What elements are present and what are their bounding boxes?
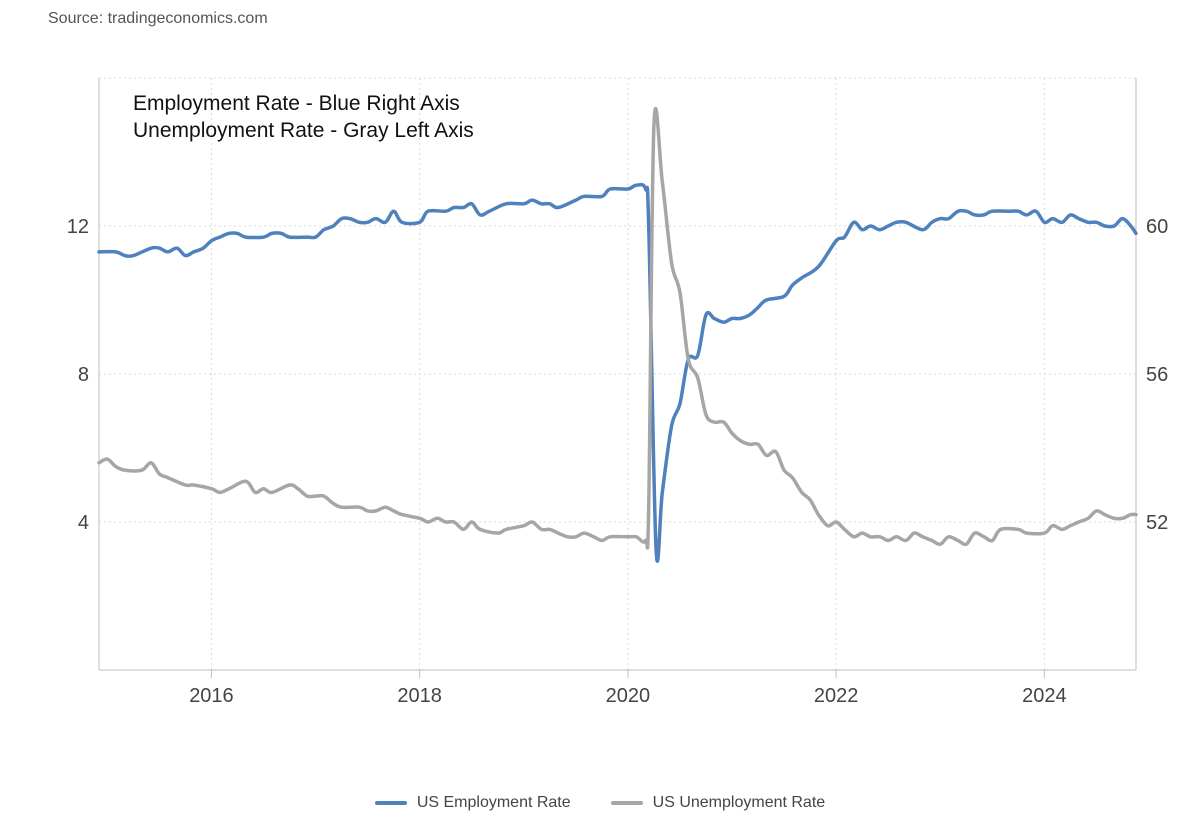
tick-labels: 4 8 12 52 56 60 2016 2018 2020 2022 2024	[67, 216, 1169, 707]
legend-item-employment[interactable]: US Employment Rate	[374, 794, 571, 812]
x-tick-label: 2020	[606, 685, 651, 707]
series-lines	[97, 106, 1138, 563]
employment-series-line[interactable]	[97, 182, 1138, 563]
legend-label-employment: US Employment Rate	[416, 794, 571, 811]
axes	[98, 78, 1137, 678]
legend-label-unemployment: US Unemployment Rate	[652, 794, 826, 811]
x-tick-label: 2024	[1022, 685, 1067, 707]
source-label: Source: tradingeconomics.com	[48, 10, 268, 27]
legend-item-unemployment[interactable]: US Unemployment Rate	[610, 794, 826, 812]
chart-annotation: Employment Rate - Blue Right Axis	[133, 92, 460, 115]
unemployment-series-line[interactable]	[97, 106, 1138, 550]
right-tick-label: 52	[1146, 512, 1168, 534]
legend-swatch-unemployment	[610, 801, 643, 805]
x-tick-label: 2018	[397, 685, 442, 707]
x-tick-label: 2022	[814, 685, 859, 707]
annotations: Employment Rate - Blue Right Axis Unemplo…	[133, 92, 474, 142]
right-tick-label: 56	[1146, 364, 1168, 386]
left-tick-label: 4	[78, 512, 89, 534]
legend: US Employment Rate US Unemployment Rate	[0, 794, 1200, 812]
grid	[99, 77, 1136, 670]
legend-swatch-employment	[374, 801, 407, 805]
right-tick-label: 60	[1146, 216, 1168, 238]
chart-annotation: Unemployment Rate - Gray Left Axis	[133, 119, 474, 142]
x-tick-label: 2016	[189, 685, 234, 707]
left-tick-label: 12	[67, 216, 89, 238]
left-tick-label: 8	[78, 364, 89, 386]
